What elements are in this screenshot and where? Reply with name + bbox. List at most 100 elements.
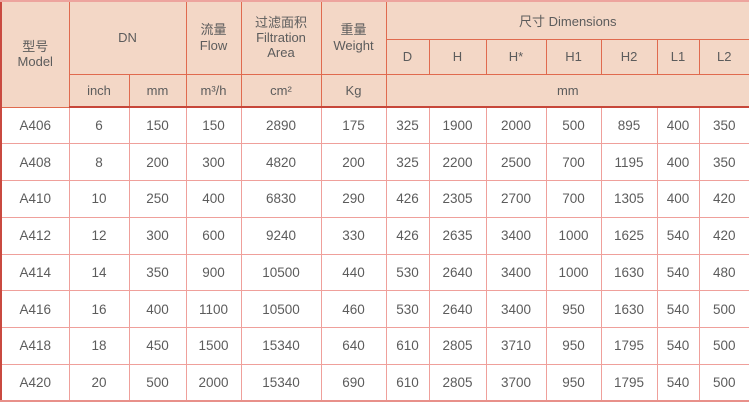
cell: 530 — [385, 253, 430, 292]
header-row-1: 型号 Model DN 流量 Flow 过滤面积 Filtration Area… — [0, 0, 749, 108]
cell: 500 — [698, 290, 749, 328]
cell: 2000 — [485, 106, 547, 145]
cell: 150 — [128, 106, 187, 145]
cell-model: A408 — [0, 143, 70, 181]
header-unit-area: cm² — [240, 73, 322, 108]
cell: 6830 — [240, 180, 322, 218]
header-unit-inch: inch — [68, 73, 130, 108]
cell: 480 — [698, 253, 749, 292]
cell: 1000 — [545, 216, 602, 255]
cell: 290 — [320, 180, 387, 218]
table-row: A410 10 250 400 6830 290 426 2305 2700 7… — [0, 180, 749, 218]
header-flow: 流量 Flow — [185, 0, 242, 75]
cell: 426 — [385, 216, 430, 255]
cell: 12 — [68, 216, 130, 255]
cell: 900 — [185, 253, 242, 292]
header-dim-hstar: H* — [485, 38, 547, 75]
cell: 2640 — [428, 290, 487, 328]
cell: 325 — [385, 143, 430, 181]
cell: 4820 — [240, 143, 322, 181]
table-row: A408 8 200 300 4820 200 325 2200 2500 70… — [0, 143, 749, 181]
header-weight-en: Weight — [333, 37, 374, 53]
cell: 150 — [185, 106, 242, 145]
cell: 500 — [128, 363, 187, 402]
header-filtration-zh: 过滤面积 — [254, 14, 307, 30]
cell: 1900 — [428, 106, 487, 145]
cell: 1000 — [545, 253, 602, 292]
cell: 15340 — [240, 363, 322, 402]
table-row: A412 12 300 600 9240 330 426 2635 3400 1… — [0, 216, 749, 255]
header-dim-h2: H2 — [600, 38, 658, 75]
cell: 540 — [656, 327, 700, 365]
cell: 1795 — [600, 327, 658, 365]
cell: 1100 — [185, 290, 242, 328]
cell: 500 — [545, 106, 602, 145]
cell: 200 — [320, 143, 387, 181]
cell: 16 — [68, 290, 130, 328]
cell: 540 — [656, 363, 700, 402]
cell: 8 — [68, 143, 130, 181]
cell: 3400 — [485, 216, 547, 255]
cell: 300 — [128, 216, 187, 255]
cell: 2890 — [240, 106, 322, 145]
cell: 3710 — [485, 327, 547, 365]
cell: 6 — [68, 106, 130, 145]
cell: 400 — [128, 290, 187, 328]
cell: 3400 — [485, 290, 547, 328]
header-model-zh: 型号 — [22, 38, 49, 54]
cell: 330 — [320, 216, 387, 255]
cell-model: A414 — [0, 253, 70, 292]
cell: 530 — [385, 290, 430, 328]
header-flow-en: Flow — [199, 37, 228, 53]
cell: 10 — [68, 180, 130, 218]
cell: 1630 — [600, 253, 658, 292]
cell: 426 — [385, 180, 430, 218]
cell-model: A406 — [0, 106, 70, 145]
cell: 400 — [656, 180, 700, 218]
cell: 1795 — [600, 363, 658, 402]
cell: 300 — [185, 143, 242, 181]
cell: 200 — [128, 143, 187, 181]
table-row: A420 20 500 2000 15340 690 610 2805 3700… — [0, 363, 749, 402]
cell-model: A420 — [0, 363, 70, 402]
cell: 2305 — [428, 180, 487, 218]
cell: 600 — [185, 216, 242, 255]
cell: 2700 — [485, 180, 547, 218]
cell: 610 — [385, 327, 430, 365]
header-unit-mm: mm — [128, 73, 187, 108]
cell-model: A410 — [0, 180, 70, 218]
cell: 895 — [600, 106, 658, 145]
header-dn: DN — [68, 0, 187, 75]
header-filtration-area: 过滤面积 Filtration Area — [240, 0, 322, 75]
cell: 700 — [545, 180, 602, 218]
cell-model: A416 — [0, 290, 70, 328]
cell: 400 — [656, 106, 700, 145]
cell: 18 — [68, 327, 130, 365]
header-unit-weight: Kg — [320, 73, 387, 108]
cell: 9240 — [240, 216, 322, 255]
cell: 700 — [545, 143, 602, 181]
header-dimensions: 尺寸 Dimensions — [385, 0, 749, 40]
header-dim-h1: H1 — [545, 38, 602, 75]
header-model: 型号 Model — [0, 0, 70, 108]
cell: 420 — [698, 216, 749, 255]
cell: 10500 — [240, 290, 322, 328]
cell: 420 — [698, 180, 749, 218]
header-unit-flow: m³/h — [185, 73, 242, 108]
cell: 350 — [698, 143, 749, 181]
cell: 14 — [68, 253, 130, 292]
cell: 500 — [698, 363, 749, 402]
cell: 460 — [320, 290, 387, 328]
header-filtration-en2: Area — [267, 45, 295, 61]
header-dim-d: D — [385, 38, 430, 75]
cell: 950 — [545, 327, 602, 365]
cell: 250 — [128, 180, 187, 218]
header-row-2: D H H* H1 H2 L1 L2 — [1, 38, 749, 75]
cell: 2640 — [428, 253, 487, 292]
cell: 2500 — [485, 143, 547, 181]
header-row-3: inch mm m³/h cm² Kg mm — [1, 73, 749, 108]
cell: 2000 — [185, 363, 242, 402]
header-flow-zh: 流量 — [200, 22, 227, 38]
cell: 2805 — [428, 363, 487, 402]
